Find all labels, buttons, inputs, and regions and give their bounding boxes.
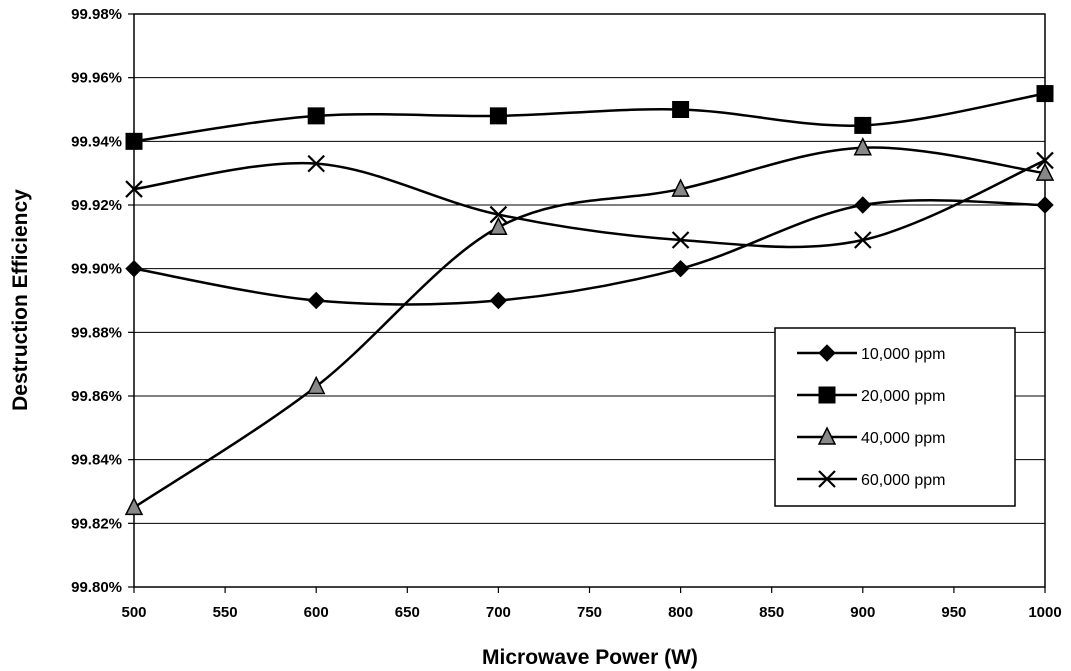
data-point-s0-0 — [125, 259, 143, 278]
series-line-2 — [133, 146, 1046, 509]
y-axis-title: Destruction Efficiency — [9, 189, 32, 411]
data-point-s0-5 — [1036, 196, 1054, 214]
data-point-s2-5 — [1035, 162, 1055, 181]
legend-marker — [818, 344, 836, 362]
legend: 10,000 ppm 20,000 ppm 40,000 ppm 60,000 ppm — [774, 327, 1016, 507]
data-point-s0-4 — [854, 196, 872, 214]
y-tick-label: 99.96% — [71, 70, 122, 87]
x-tick-label: 750 — [577, 604, 602, 621]
x-tick-label: 900 — [850, 604, 875, 621]
data-point-s0-2 — [489, 291, 508, 310]
y-tick-label: 99.88% — [71, 324, 122, 341]
x-axis-title: Microwave Power (W) — [482, 646, 698, 669]
x-tick-label: 850 — [759, 604, 784, 621]
data-point-s0-1 — [307, 291, 325, 310]
data-point-s2-3 — [671, 178, 690, 197]
series-line-0 — [133, 199, 1046, 306]
x-tick-label: 800 — [668, 604, 693, 621]
data-point-s3-3 — [671, 231, 690, 249]
legend-marker — [818, 386, 836, 404]
axes — [128, 13, 1046, 593]
legend-marker — [818, 470, 836, 488]
data-point-s1-0 — [125, 132, 143, 150]
data-point-s1-3 — [672, 101, 690, 118]
data-point-s3-5 — [1036, 151, 1054, 170]
data-point-s1-4 — [854, 116, 872, 134]
data-point-s2-0 — [124, 496, 144, 516]
legend-marker — [817, 426, 837, 445]
series-lines — [133, 92, 1046, 509]
y-tick-label: 99.84% — [71, 452, 122, 469]
data-point-s3-2 — [489, 205, 508, 224]
data-point-s3-4 — [854, 231, 872, 249]
series-markers — [124, 85, 1055, 516]
legend-label: 10,000 ppm — [861, 346, 946, 363]
legend-label: 60,000 ppm — [861, 472, 946, 489]
y-tick-label: 99.90% — [71, 261, 122, 278]
series-line-1 — [133, 92, 1046, 143]
y-tick-label: 99.98% — [71, 6, 122, 23]
series-line-3 — [133, 159, 1046, 249]
y-tick-label: 99.80% — [71, 579, 122, 596]
tick-labels: 99.80% 99.82% 99.84% 99.86% 99.88% 99.90% 99.9… — [71, 6, 1062, 621]
data-point-s2-1 — [306, 375, 326, 395]
y-tick-label: 99.92% — [71, 197, 122, 214]
data-point-s1-1 — [307, 107, 325, 125]
data-point-s3-0 — [125, 180, 143, 198]
legend-box — [774, 327, 1016, 507]
legend-label: 20,000 ppm — [861, 388, 946, 405]
legend-label: 40,000 ppm — [861, 430, 946, 447]
y-tick-label: 99.82% — [71, 515, 122, 532]
x-tick-label: 500 — [121, 604, 146, 621]
y-tick-label: 99.94% — [71, 133, 122, 150]
x-tick-label: 700 — [486, 604, 511, 621]
data-point-s2-2 — [489, 216, 508, 236]
data-point-s1-5 — [1036, 85, 1054, 103]
x-tick-label: 1000 — [1028, 604, 1061, 621]
data-point-s3-1 — [307, 154, 325, 173]
data-point-s0-3 — [671, 259, 690, 278]
y-tick-label: 99.86% — [71, 388, 122, 405]
x-tick-label: 950 — [941, 604, 966, 621]
data-point-s2-4 — [853, 137, 873, 156]
x-tick-label: 600 — [304, 604, 329, 621]
x-tick-label: 650 — [395, 604, 420, 621]
x-tick-label: 550 — [213, 604, 238, 621]
data-point-s1-2 — [489, 107, 507, 125]
